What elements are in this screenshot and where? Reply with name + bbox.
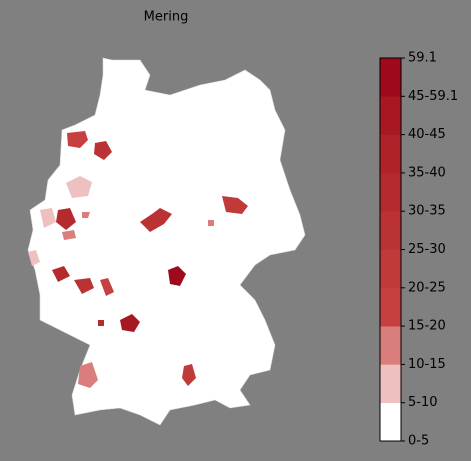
region [28, 250, 40, 266]
colorbar-segment [380, 287, 401, 327]
region [82, 212, 90, 218]
region [168, 266, 186, 286]
map-title: Mering [144, 10, 189, 25]
region [40, 208, 56, 228]
colorbar-label: 40-45 [408, 127, 446, 142]
region [222, 196, 248, 214]
colorbar-label: 10-15 [408, 357, 446, 372]
colorbar-segment [380, 249, 401, 289]
region [62, 230, 76, 240]
colorbar-segment [380, 96, 401, 135]
region [208, 220, 214, 226]
region [98, 320, 104, 326]
colorbar-segment [380, 364, 401, 403]
colorbar-label: 35-40 [408, 165, 446, 180]
region [52, 266, 70, 282]
region [56, 208, 76, 230]
region [140, 208, 172, 232]
colorbar-label: 20-25 [408, 280, 446, 295]
colorbar-segment [380, 211, 401, 250]
colorbar-label: 0-5 [408, 434, 429, 449]
germany-map [27, 57, 306, 426]
region [66, 176, 92, 198]
colorbar-label: 25-30 [408, 242, 446, 257]
colorbar-segment [380, 134, 401, 174]
region [182, 364, 196, 386]
colorbar-label: 30-35 [408, 204, 446, 219]
region [78, 362, 98, 388]
colorbar-segment [380, 172, 401, 212]
region [100, 278, 114, 296]
colorbar-segment [380, 326, 401, 365]
colorbar: 0-5 5-10 10-15 15-20 20-25 25-30 30-35 35-40 40-… [379, 51, 458, 449]
colorbar-segment [380, 402, 401, 442]
colorbar-label: 59.1 [408, 51, 437, 66]
colorbar-label: 45-59.1 [408, 89, 458, 104]
colorbar-label: 5-10 [408, 395, 438, 410]
colorbar-label: 15-20 [408, 319, 446, 334]
region [74, 278, 94, 294]
region [120, 314, 140, 332]
region [67, 131, 88, 148]
region [94, 141, 112, 160]
colorbar-segment [380, 58, 401, 97]
